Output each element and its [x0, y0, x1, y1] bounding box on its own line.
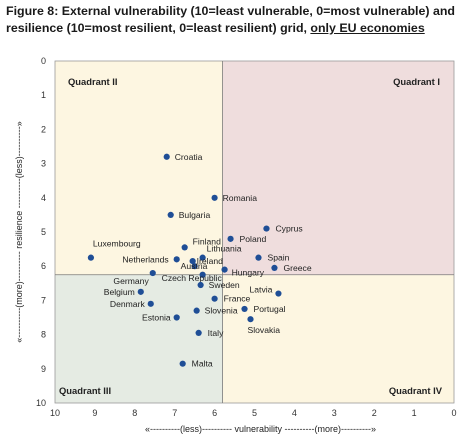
plot-border: [54, 60, 455, 404]
x-tick-label: 8: [132, 408, 137, 418]
data-point-label: Croatia: [175, 152, 203, 162]
x-tick-label: 2: [372, 408, 377, 418]
data-point-label: Latvia: [250, 285, 273, 295]
data-point: [275, 290, 282, 297]
data-point: [191, 263, 198, 270]
y-tick-label: 5: [41, 227, 46, 237]
data-point-label: Sweden: [209, 280, 240, 290]
quadrant-ii-bg: [55, 61, 223, 275]
data-points: Croatia Romania Bulgaria Cyprus Poland Finlan…: [87, 152, 312, 369]
data-point-label: Spain: [267, 253, 289, 263]
chart-title-underlined: only EU economies: [310, 21, 425, 35]
plot-frame: [54, 60, 455, 404]
data-point-label: Lithuania: [207, 244, 242, 254]
data-point: [87, 254, 95, 261]
data-point: [149, 269, 156, 277]
quadrant-i-bg: [222, 61, 454, 275]
data-point: [147, 300, 154, 307]
y-tick-label: 1: [41, 90, 46, 100]
data-point: [255, 254, 262, 261]
x-tick-label: 7: [172, 408, 177, 418]
data-point-label: Luxembourg: [93, 239, 141, 249]
data-point-label: Germany: [113, 276, 149, 286]
data-point: [173, 256, 180, 263]
data-point: [241, 305, 248, 313]
y-tick-label: 2: [41, 124, 46, 134]
x-tick-label: 1: [412, 408, 417, 418]
y-axis-label: «----------(more)---------- resilience -…: [14, 121, 24, 342]
y-tick-label: 10: [36, 398, 46, 408]
data-point-label: Netherlands: [122, 254, 168, 264]
data-point-label: Denmark: [110, 299, 146, 309]
data-point-label: Italy: [208, 328, 224, 338]
y-tick-label: 8: [41, 330, 46, 340]
x-axis-label: «----------(less)---------- vulnerabilit…: [145, 424, 376, 434]
quadrant-labels: Quadrant II Quadrant I Quadrant III Quadran…: [59, 76, 443, 396]
data-point: [181, 244, 188, 251]
data-point: [195, 329, 202, 336]
x-tick-label: 9: [92, 408, 97, 418]
data-point-label: Slovenia: [205, 306, 238, 316]
data-point: [211, 194, 218, 201]
data-point: [193, 307, 200, 314]
data-point-label: Bulgaria: [179, 210, 211, 220]
data-point-label: Czech Republic: [162, 273, 223, 283]
data-point: [199, 271, 206, 278]
quadrant-i-label: Quadrant I: [393, 76, 440, 87]
data-point: [221, 266, 228, 273]
data-point-label: Portugal: [254, 304, 286, 314]
y-tick-label: 9: [41, 364, 46, 374]
data-point: [189, 257, 196, 265]
data-point: [271, 264, 278, 272]
data-point-label: France: [224, 294, 251, 304]
data-point: [199, 254, 206, 261]
data-point-label: Ireland: [197, 256, 223, 266]
x-tick-label: 10: [50, 408, 60, 418]
data-point-label: Greece: [283, 263, 311, 273]
y-tick-label: 7: [41, 295, 46, 305]
chart-title-main: Figure 8: External vulnerability (10=lea…: [6, 4, 455, 35]
data-point-label: Estonia: [142, 313, 171, 323]
quadrant-iv-bg: [222, 274, 454, 403]
data-point: [173, 314, 180, 321]
data-point: [263, 225, 270, 232]
quadrant-iii-bg: [55, 274, 223, 403]
data-point-label: Malta: [192, 359, 213, 369]
quadrant-iv-label: Quadrant IV: [389, 385, 443, 396]
data-point: [211, 295, 218, 302]
y-tick-label: 4: [41, 193, 46, 203]
x-tick-label: 5: [252, 408, 257, 418]
data-point-label: Hungary: [232, 268, 265, 278]
data-point: [167, 211, 174, 218]
data-point-label: Romania: [223, 193, 258, 203]
x-tick-label: 4: [292, 408, 297, 418]
data-point: [247, 316, 254, 323]
data-point-label: Poland: [240, 234, 267, 244]
y-tick-label: 3: [41, 159, 46, 169]
x-tick-label: 6: [212, 408, 217, 418]
data-point-label: Slovakia: [248, 325, 281, 335]
data-point: [137, 288, 144, 295]
data-point: [179, 360, 186, 367]
x-tick-label: 0: [451, 408, 456, 418]
y-tick-label: 0: [41, 56, 46, 66]
quadrant-iii-label: Quadrant III: [59, 385, 111, 396]
data-point: [197, 281, 204, 289]
data-point-label: Belgium: [104, 287, 135, 297]
data-point-label: Cyprus: [275, 224, 302, 234]
x-tick-label: 3: [332, 408, 337, 418]
chart-title: Figure 8: External vulnerability (10=lea…: [6, 3, 468, 37]
data-point: [227, 235, 234, 242]
y-tick-label: 6: [41, 261, 46, 271]
quadrant-ii-label: Quadrant II: [68, 76, 117, 87]
quadrant-backgrounds: [55, 61, 454, 403]
data-point-label: Austria: [181, 261, 208, 271]
data-point: [163, 153, 170, 160]
data-point-label: Finland: [193, 236, 221, 246]
